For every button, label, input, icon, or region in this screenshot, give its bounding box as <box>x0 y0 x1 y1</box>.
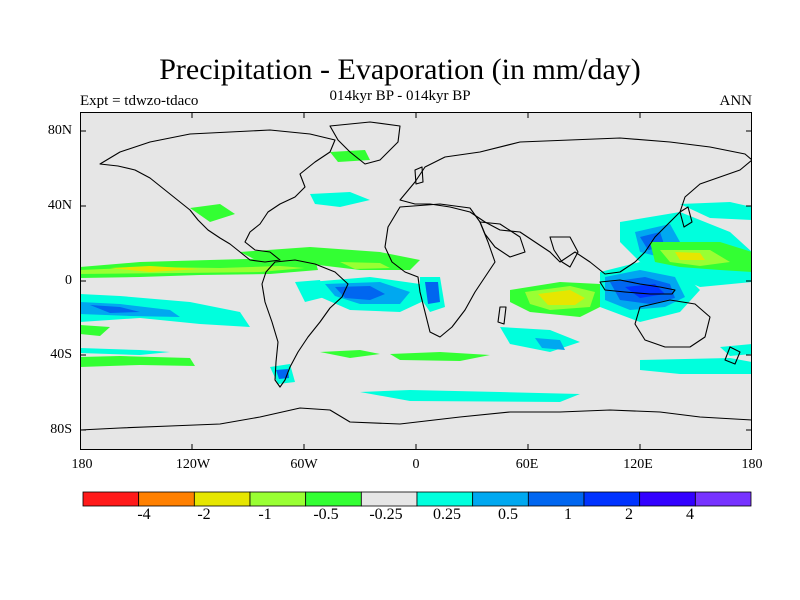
colorbar-swatch-5 <box>305 491 362 507</box>
coast-madagascar <box>497 306 507 325</box>
field-southern-green-3 <box>390 352 490 361</box>
lon-tick-120w: 120W <box>175 457 211 472</box>
coast-australia <box>634 299 711 348</box>
coast-eurasia <box>399 137 752 275</box>
field-southern-green-1 <box>80 356 195 367</box>
colorbar-swatch-10 <box>583 491 641 507</box>
coast-india <box>549 236 579 268</box>
map-ticks <box>80 112 752 450</box>
coastlines <box>80 121 752 431</box>
colorbar-swatch-12 <box>694 491 752 507</box>
field-itcz-yellow <box>110 266 200 272</box>
field-nhigh-green <box>330 150 370 162</box>
coast-indonesia <box>599 279 676 295</box>
colorbar-label-8: 1 <box>564 506 572 523</box>
colorbar-label-6: 0.25 <box>433 506 461 523</box>
world-map <box>80 112 752 450</box>
colorbar-swatch-1 <box>82 491 140 507</box>
lon-tick-60e: 60E <box>515 457 539 472</box>
coast-north-america <box>99 129 336 263</box>
lon-tick-180e: 180 <box>741 457 763 472</box>
colorbar-label-3: -1 <box>258 506 272 523</box>
colorbar-label-5: -0.25 <box>369 506 403 523</box>
field-spacific-green <box>80 325 110 336</box>
field-spacific-blue <box>90 305 140 313</box>
colorbar-label-1: -4 <box>137 506 151 523</box>
lon-tick-0: 0 <box>412 457 420 472</box>
field-southern-cyan-4 <box>360 390 580 402</box>
coast-south-america <box>261 259 349 388</box>
field-africa-blue <box>425 282 440 304</box>
field-wpac-yellow <box>675 252 705 260</box>
lat-tick-80s: 80S <box>50 422 72 437</box>
field-samerica-blue-tip <box>276 369 289 379</box>
field-southern-green-2 <box>320 350 380 358</box>
colorbar-label-4: -0.5 <box>313 506 339 523</box>
chart-title: Precipitation - Evaporation (in mm/day) <box>159 53 641 86</box>
lat-tick-80n: 80N <box>47 123 72 138</box>
colorbar-swatch-2 <box>138 491 195 507</box>
lat-tick-40n: 40N <box>47 198 72 213</box>
colorbar-label-10: 4 <box>686 506 694 523</box>
colorbar <box>82 491 752 507</box>
field-npac-cyan <box>680 202 752 220</box>
lon-tick-180w: 180 <box>71 457 93 472</box>
chart-subtitle: 014kyr BP - 014kyr BP <box>329 88 471 104</box>
coast-greenland <box>329 121 401 165</box>
field-southern-lightblue-2 <box>535 338 565 350</box>
field-namerica-green <box>190 204 235 222</box>
pme-anomaly-fields <box>80 150 752 402</box>
experiment-label: Expt = tdwzo-tdaco <box>80 93 199 109</box>
lon-tick-60w: 60W <box>290 457 318 472</box>
field-natl-cyan <box>310 192 370 207</box>
season-label: ANN <box>719 93 753 109</box>
colorbar-label-9: 2 <box>625 506 633 523</box>
field-southern-cyan-3 <box>640 358 752 374</box>
field-atlantic-blue <box>335 286 385 300</box>
field-southern-cyan-1 <box>80 348 170 355</box>
coast-arabia <box>479 221 526 258</box>
coast-japan <box>679 206 693 228</box>
coast-antarctica <box>80 407 752 431</box>
colorbar-label-2: -2 <box>197 506 211 523</box>
coast-uk <box>414 166 424 185</box>
colorbar-swatch-3 <box>193 491 251 507</box>
colorbar-swatch-9 <box>527 491 585 507</box>
colorbar-label-7: 0.5 <box>498 506 518 523</box>
field-indian-yellow <box>538 290 585 305</box>
lon-tick-120e: 120E <box>623 457 653 472</box>
colorbar-swatch-7 <box>416 491 474 507</box>
coast-new-zealand <box>724 346 741 365</box>
field-brazil-cyan <box>295 280 325 302</box>
colorbar-swatch-4 <box>249 491 307 507</box>
field-atlantic-lightgreen <box>340 262 390 269</box>
colorbar-swatch-6 <box>360 491 418 507</box>
colorbar-swatch-11 <box>639 491 696 507</box>
lat-tick-40s: 40S <box>50 347 72 362</box>
colorbar-swatch-8 <box>472 491 529 507</box>
lat-tick-0: 0 <box>65 273 72 288</box>
